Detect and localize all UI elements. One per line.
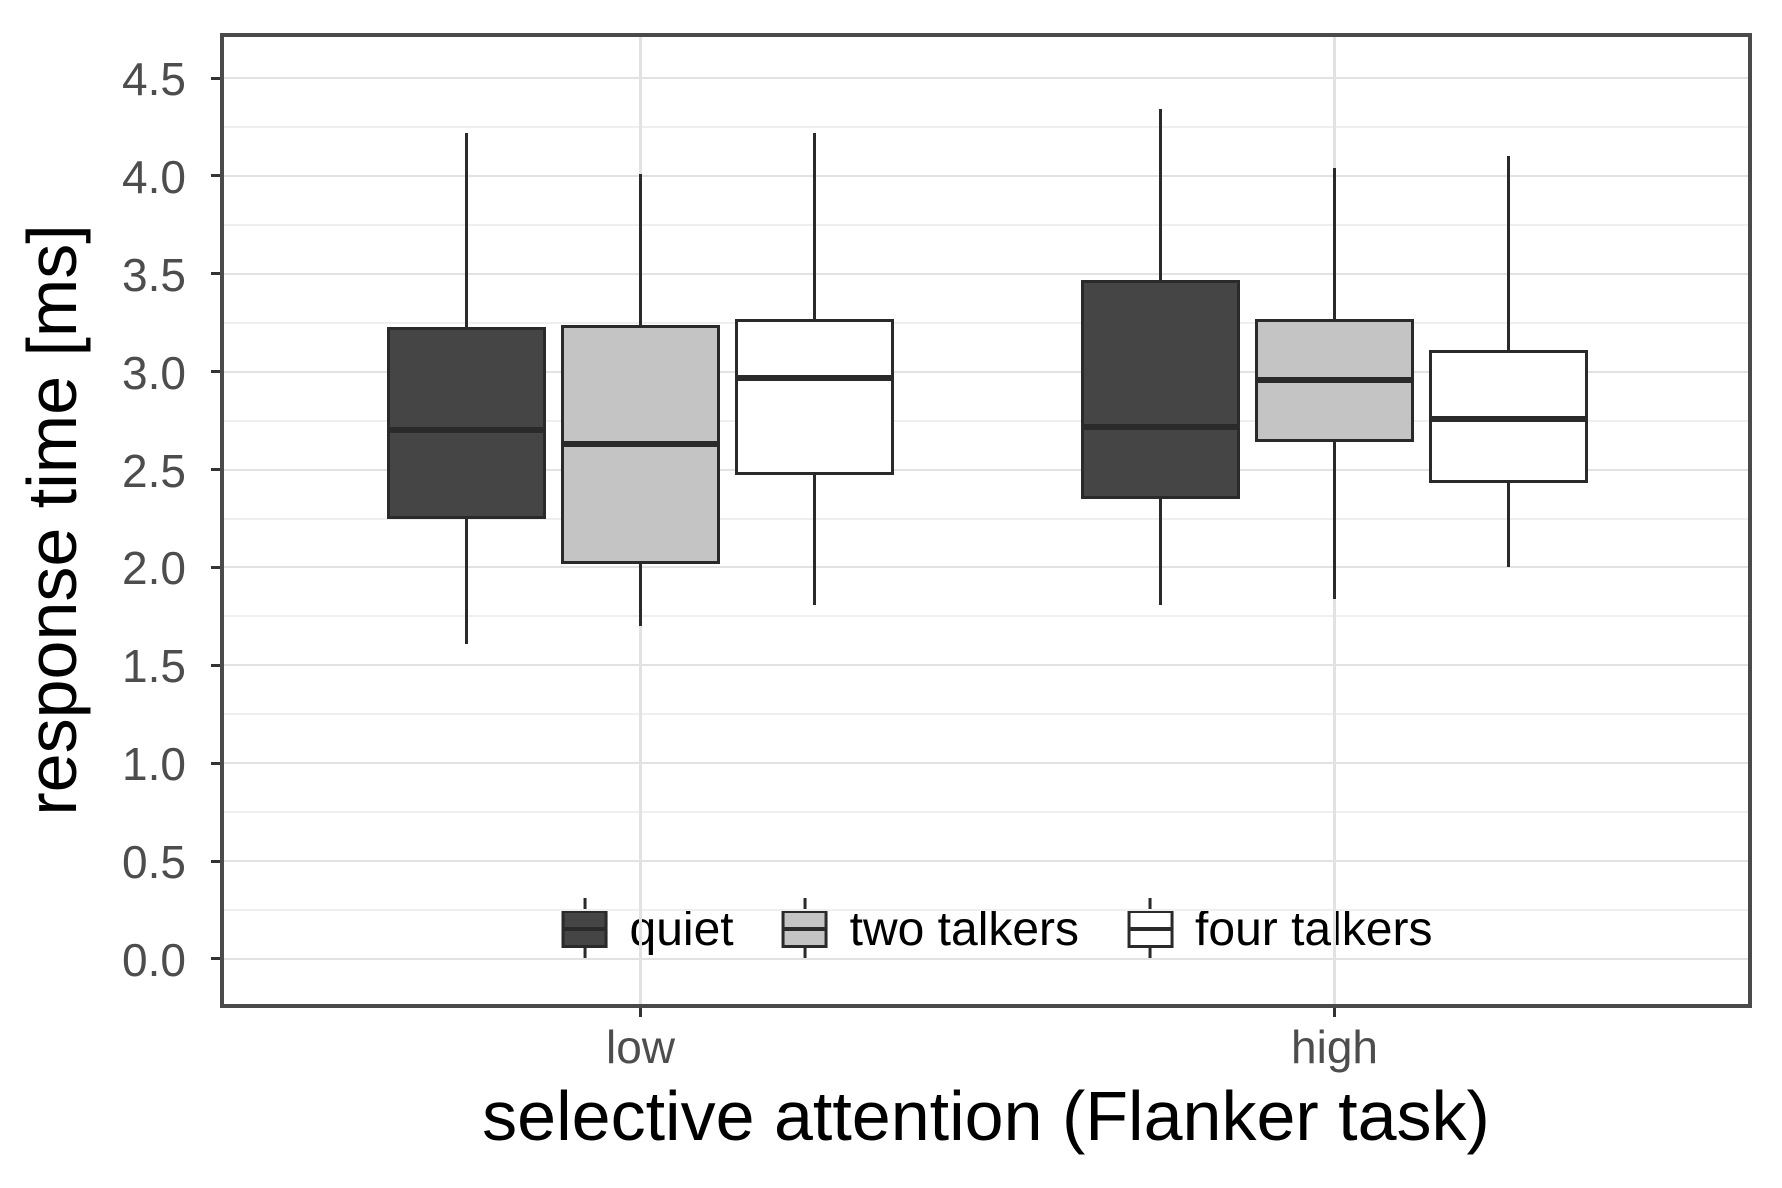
y-tick-mark: [211, 761, 220, 765]
y-tick-label: 4.5: [122, 53, 186, 106]
key-whisker-top: [1148, 898, 1152, 910]
key-whisker-top: [803, 898, 807, 910]
y-tick-mark: [211, 859, 220, 863]
gridline-major: [224, 77, 1748, 80]
plot-panel: quiet two talkers four talkers: [220, 33, 1752, 1008]
y-tick-mark: [211, 76, 220, 80]
legend-label: quiet: [629, 902, 734, 956]
legend: quiet two talkers four talkers: [561, 898, 1432, 960]
median-two-talkers-low: [561, 441, 720, 448]
box-four-talkers-low: [734, 318, 894, 476]
legend-item-quiet: quiet: [561, 898, 734, 960]
median-two-talkers-high: [1255, 376, 1414, 383]
y-tick-label: 3.5: [122, 248, 186, 301]
median-four-talkers-high: [1428, 415, 1588, 422]
gridline-major: [224, 860, 1748, 863]
gridline-major: [224, 370, 1748, 373]
y-tick-mark: [211, 468, 220, 472]
gridline-minor: [224, 909, 1748, 912]
gridline-major: [224, 664, 1748, 667]
boxplot-key-icon: [561, 898, 608, 960]
legend-label: two talkers: [849, 902, 1080, 956]
median-quiet-low: [387, 427, 547, 434]
y-tick-mark: [211, 174, 220, 178]
box-quiet-high: [1081, 279, 1241, 499]
gridline-minor: [224, 713, 1748, 716]
median-quiet-high: [1081, 423, 1241, 430]
key-median: [1130, 927, 1171, 931]
legend-label: four talkers: [1195, 902, 1433, 956]
boxplot-key-icon: [1127, 898, 1174, 960]
gridline-major: [224, 957, 1748, 960]
key-whisker-bottom: [803, 948, 807, 960]
y-tick-mark: [211, 370, 220, 374]
key-box: [1127, 910, 1174, 948]
y-tick-label: 1.5: [122, 640, 186, 693]
y-tick-mark: [211, 957, 220, 961]
box-quiet-low: [387, 326, 547, 519]
gridline-minor: [224, 615, 1748, 618]
y-tick-label: 4.0: [122, 150, 186, 203]
gridline-major: [224, 468, 1748, 471]
gridline-major: [224, 272, 1748, 275]
x-tick-mark: [639, 1008, 642, 1017]
x-tick-mark: [1333, 1008, 1337, 1017]
y-axis-title: response time [ms]: [13, 224, 91, 816]
gridline-minor: [224, 517, 1748, 520]
gridline-minor: [224, 126, 1748, 129]
y-tick-mark: [211, 272, 220, 276]
y-tick-label: 2.0: [122, 542, 186, 595]
gridline-major: [224, 174, 1748, 177]
key-box: [561, 910, 608, 948]
y-tick-label: 1.0: [122, 738, 186, 791]
y-tick-mark: [211, 663, 220, 667]
y-tick-mark: [211, 565, 220, 569]
median-four-talkers-low: [734, 374, 894, 381]
x-axis-title: selective attention (Flanker task): [482, 1077, 1490, 1155]
key-box: [781, 910, 828, 948]
gridline-minor: [224, 419, 1748, 422]
y-tick-label: 2.5: [122, 444, 186, 497]
x-tick-label-high: high: [1291, 1021, 1379, 1073]
gridline-major: [224, 762, 1748, 765]
gridline-major: [224, 566, 1748, 569]
x-tick-label-low: low: [605, 1021, 676, 1073]
boxplot-key-icon: [781, 898, 828, 960]
y-tick-label: 0.5: [122, 836, 186, 889]
key-whisker-bottom: [1148, 948, 1152, 960]
gridline-minor: [224, 223, 1748, 226]
y-tick-label: 0.0: [122, 933, 186, 986]
key-whisker-bottom: [583, 948, 587, 960]
legend-item-four-talkers: four talkers: [1127, 898, 1432, 960]
key-median: [784, 927, 825, 931]
key-whisker-top: [583, 898, 587, 910]
y-tick-label: 3.0: [122, 346, 186, 399]
legend-item-two-talkers: two talkers: [781, 898, 1080, 960]
gridline-minor: [224, 811, 1748, 814]
key-median: [564, 927, 605, 931]
gridline-minor: [224, 321, 1748, 324]
